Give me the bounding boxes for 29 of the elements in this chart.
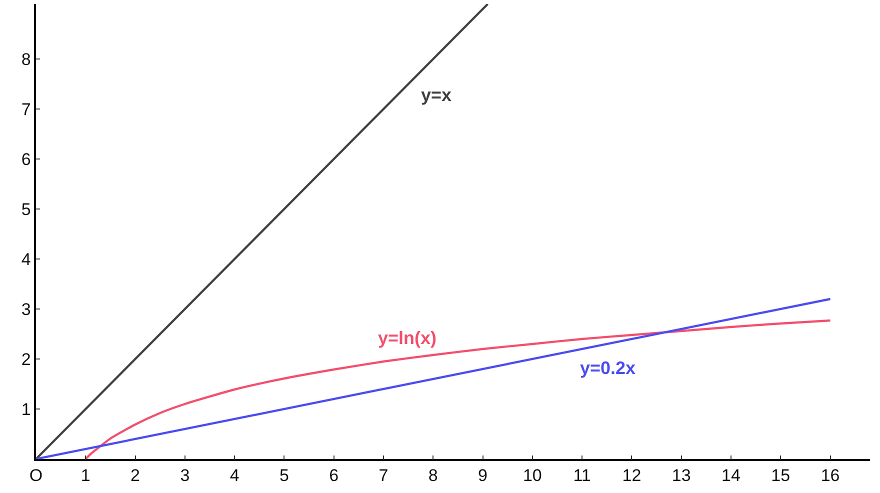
y-tick-label: 8 [21,50,31,69]
y-tick-label: 1 [21,400,31,419]
y-tick-label: 7 [21,100,31,119]
x-tick-label: 6 [329,466,339,486]
y-tick-label: 2 [21,350,31,369]
x-tick-label: 8 [428,466,438,486]
x-tick-label: 3 [180,466,190,486]
x-tick-label: 11 [573,466,591,486]
x-tick-label: 14 [722,466,740,486]
line-series [84,319,832,459]
y-tick-label: 4 [21,250,31,269]
x-tick-label: 13 [672,466,691,486]
x-tick-label: 12 [622,466,642,486]
x-tick-label: 4 [230,466,240,486]
y-tick-label: 6 [21,150,31,169]
series-label: y=ln(x) [378,328,437,348]
x-tick-label: 15 [771,466,790,486]
x-tick-label: 1 [80,466,90,486]
series-label: y=0.2x [580,358,636,378]
x-tick-label: 9 [478,466,488,486]
y-tick-label: 5 [21,200,31,219]
x-tick-label: 16 [820,466,840,486]
x-tick-label: 10 [522,466,542,486]
series-label: y=x [421,85,452,105]
x-tick-label: 2 [130,466,140,486]
x-tick-label: 5 [279,466,289,486]
x-tick-label: O [29,466,43,486]
x-tick-label: 7 [378,466,388,486]
y-tick-label: 3 [21,300,31,319]
